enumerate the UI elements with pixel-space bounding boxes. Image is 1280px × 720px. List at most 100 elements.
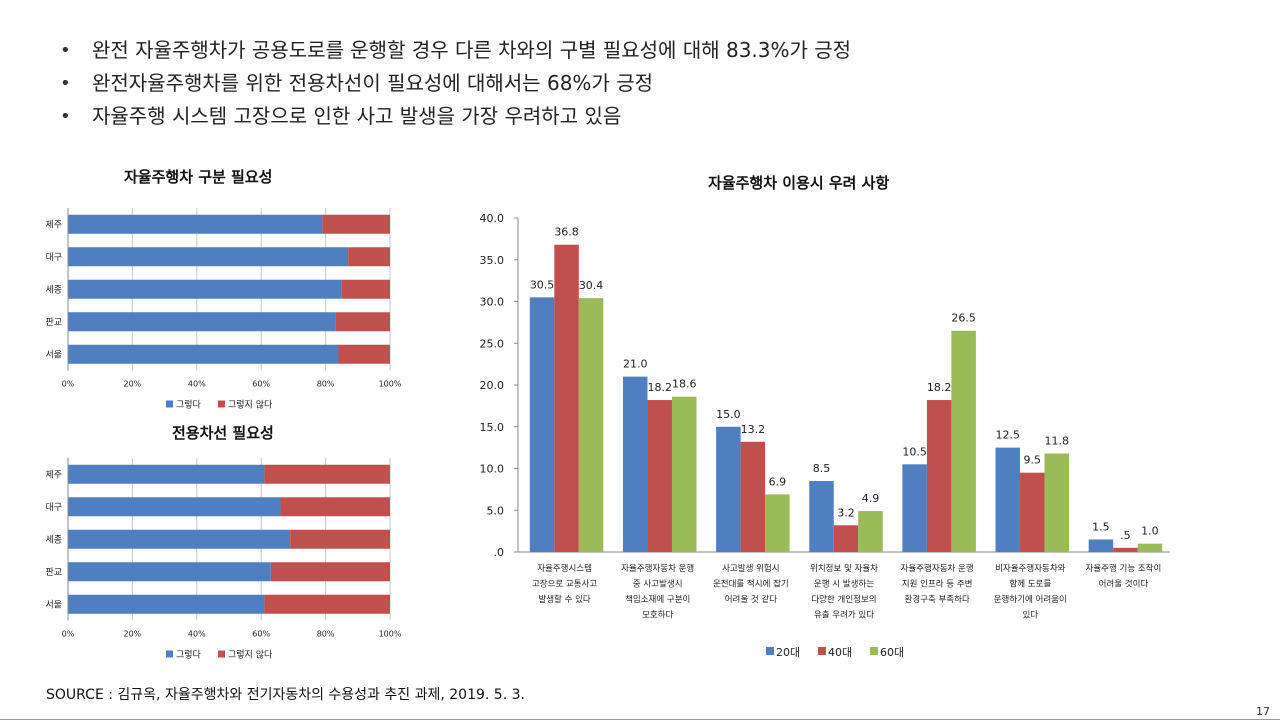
concerns-bar-20대: [622, 376, 648, 552]
concerns-bar-60대: [1137, 543, 1163, 552]
concerns-y-tick-label: 15.0: [480, 421, 505, 434]
concerns-bar-40대: [647, 400, 672, 552]
diff-x-tick-label: 20%: [124, 380, 142, 389]
concerns-bar-60대: [578, 298, 604, 552]
lane-x-tick-label: 0%: [62, 630, 75, 639]
concerns-bar-40대: [833, 525, 859, 552]
concerns-data-label: 1.0: [1141, 525, 1159, 538]
bullet-item: 완전 자율주행차가 공용도로를 운행할 경우 다른 차와의 구별 필요성에 대해…: [60, 34, 851, 67]
concerns-y-tick-label: 35.0: [480, 254, 505, 267]
concerns-category-label: 있다: [1022, 610, 1038, 621]
concerns-category-label: 함께 도로를: [1009, 580, 1051, 590]
lane-x-tick-label: 40%: [188, 630, 206, 639]
concerns-data-label: 18.2: [927, 381, 952, 394]
concerns-bar-60대: [858, 511, 883, 552]
lane-bar-yes: [68, 562, 271, 582]
concerns-category-label: 위치정보 및 자율차: [810, 563, 878, 574]
concerns-category-label: 발생할 수 있다: [538, 594, 591, 605]
concerns-bar-20대: [529, 297, 555, 552]
diff-x-tick-label: 40%: [188, 380, 206, 389]
concerns-legend-swatch: [870, 647, 878, 655]
concerns-category-label: 사고발생 위험시: [722, 563, 779, 574]
lane-bar-no: [280, 497, 390, 517]
source-citation: SOURCE : 김규옥, 자율주행차와 전기자동차의 수용성과 추진 과제, …: [46, 687, 525, 703]
concerns-bar-20대: [902, 464, 927, 552]
lane-legend-label: 그렇지 않다: [228, 650, 273, 661]
lane-legend-label: 그렇다: [176, 650, 202, 661]
concerns-bar-60대: [671, 396, 697, 552]
concerns-data-label: .5: [1120, 529, 1131, 542]
bullet-item: 완전자율주행차를 위한 전용차선이 필요성에 대해서는 68%가 긍정: [60, 67, 851, 100]
concerns-y-tick-label: 30.0: [480, 296, 505, 309]
concerns-bar-40대: [554, 244, 579, 552]
lane-bar-yes: [68, 497, 281, 517]
concerns-data-label: 1.5: [1092, 520, 1110, 533]
concerns-bar-20대: [809, 481, 834, 552]
lane-category-label: 대구: [45, 502, 62, 513]
lane-bar-no: [270, 562, 390, 582]
page-number: 17: [1256, 705, 1270, 718]
concerns-y-tick-label: 25.0: [480, 337, 505, 350]
concerns-data-label: 10.5: [902, 445, 927, 458]
concerns-bar-20대: [1088, 539, 1114, 552]
concerns-data-label: 13.2: [741, 423, 766, 436]
diff-bar-no: [335, 312, 390, 332]
diff-legend-label: 그렇다: [176, 400, 202, 411]
concerns-category-label: 비자율주행자동차와: [995, 563, 1066, 574]
concerns-data-label: 30.4: [579, 279, 604, 292]
lane-bar-no: [264, 464, 390, 484]
concerns-data-label: 26.5: [951, 312, 976, 325]
concerns-category-label: 중 사고발생시: [633, 579, 683, 590]
concerns-bar-60대: [951, 330, 976, 552]
concerns-category-label: 환경구축 부족하다: [905, 594, 970, 605]
lane-bar-yes: [68, 529, 291, 549]
concerns-y-tick-label: 5.0: [487, 504, 505, 517]
concerns-category-label: 운전대를 적시에 잡기: [713, 579, 789, 590]
concerns-y-tick-label: 40.0: [480, 212, 505, 225]
diff-category-label: 세종: [45, 284, 62, 295]
concerns-legend-swatch: [818, 647, 826, 655]
concerns-data-label: 15.0: [716, 408, 741, 421]
concerns-data-label: 4.9: [862, 492, 880, 505]
concerns-bar-40대: [740, 441, 766, 552]
diff-legend-label: 그렇지 않다: [228, 400, 273, 411]
lane-category-label: 제주: [45, 469, 62, 480]
lane-x-tick-label: 80%: [317, 630, 335, 639]
concerns-data-label: 9.5: [1024, 454, 1041, 467]
concerns-data-label: 30.5: [530, 278, 555, 291]
concerns-bar-60대: [1044, 453, 1070, 552]
lane-x-tick-label: 100%: [379, 630, 402, 639]
lane-x-tick-label: 20%: [124, 630, 142, 639]
lane-category-label: 서울: [45, 599, 62, 610]
diff-x-tick-label: 60%: [252, 380, 270, 389]
lane-category-label: 판교: [45, 567, 62, 578]
concerns-data-label: 18.2: [647, 381, 672, 394]
concerns-y-tick-label: .0: [494, 546, 505, 559]
diff-bar-no: [348, 247, 390, 267]
concerns-category-label: 모호하다: [642, 610, 673, 621]
diff-bar-yes: [68, 344, 339, 364]
concerns-data-label: 8.5: [813, 462, 831, 475]
concerns-data-label: 18.6: [672, 378, 697, 391]
chart3-title: 자율주행차 이용시 우려 사항: [708, 174, 890, 192]
concerns-bar-60대: [765, 494, 790, 552]
concerns-bar-20대: [716, 426, 741, 552]
bullet-item: 자율주행 시스템 고장으로 인한 사고 발생을 가장 우려하고 있음: [60, 100, 851, 133]
concerns-category-label: 어려울 것이다: [1099, 579, 1149, 590]
diff-x-tick-label: 0%: [62, 380, 75, 389]
concerns-data-label: 12.5: [996, 429, 1021, 442]
diff-bar-yes: [68, 312, 336, 332]
concerns-y-tick-label: 10.0: [480, 463, 505, 476]
concerns-data-label: 3.2: [837, 506, 855, 519]
concerns-bar-40대: [1020, 472, 1045, 552]
diff-x-tick-label: 100%: [379, 380, 402, 389]
summary-bullets: 완전 자율주행차가 공용도로를 운행할 경우 다른 차와의 구별 필요성에 대해…: [60, 34, 851, 133]
concerns-category-label: 자율주행자동차 운행: [901, 563, 974, 574]
concerns-data-label: 11.8: [1045, 434, 1070, 447]
concerns-legend-label: 20대: [776, 646, 800, 659]
concerns-category-label: 유출 우려가 있다: [814, 610, 874, 621]
concerns-bar-20대: [995, 447, 1021, 552]
concerns-category-label: 자율주행시스템: [537, 563, 592, 574]
concerns-bar-40대: [926, 400, 952, 552]
